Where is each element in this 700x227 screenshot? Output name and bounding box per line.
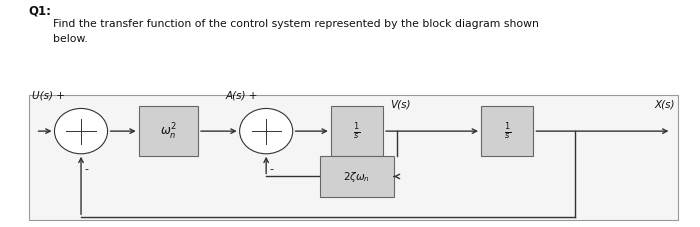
Text: $\frac{1}{s}$: $\frac{1}{s}$ bbox=[354, 121, 360, 142]
Text: Q1:: Q1: bbox=[29, 4, 52, 17]
Text: A(s) +: A(s) + bbox=[225, 90, 258, 100]
Text: -: - bbox=[84, 163, 88, 173]
FancyBboxPatch shape bbox=[29, 95, 678, 220]
Text: V(s): V(s) bbox=[390, 99, 411, 109]
Text: U(s) +: U(s) + bbox=[32, 90, 65, 100]
Ellipse shape bbox=[55, 109, 108, 154]
Text: $2\zeta\omega_n$: $2\zeta\omega_n$ bbox=[344, 170, 370, 184]
Ellipse shape bbox=[239, 109, 293, 154]
FancyBboxPatch shape bbox=[321, 156, 393, 197]
FancyBboxPatch shape bbox=[331, 107, 383, 156]
FancyBboxPatch shape bbox=[139, 107, 198, 156]
Text: $\omega_n^2$: $\omega_n^2$ bbox=[160, 121, 177, 142]
Text: -: - bbox=[270, 163, 274, 173]
Text: Find the transfer function of the control system represented by the block diagra: Find the transfer function of the contro… bbox=[53, 19, 539, 43]
FancyBboxPatch shape bbox=[481, 107, 533, 156]
Text: $\frac{1}{s}$: $\frac{1}{s}$ bbox=[503, 121, 511, 142]
Text: X(s): X(s) bbox=[654, 99, 675, 109]
